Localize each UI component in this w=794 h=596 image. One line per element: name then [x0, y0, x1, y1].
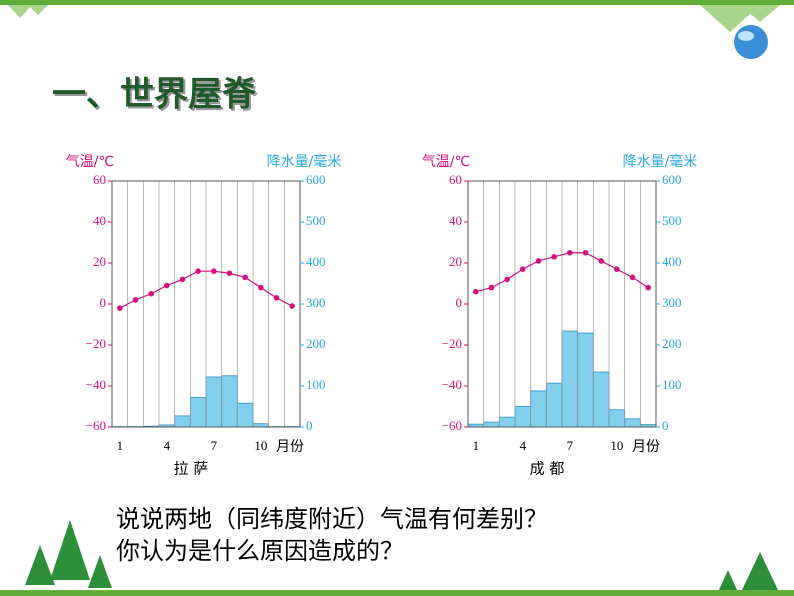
precip-bar: [608, 409, 626, 428]
temp-point: [473, 288, 479, 295]
top-decoration: [8, 5, 780, 32]
temp-point: [645, 284, 651, 291]
y2-tick-label: 400: [306, 254, 326, 269]
y-tick-label: 0: [456, 295, 463, 310]
x-tick-label: 1: [117, 438, 124, 453]
temp-point: [567, 249, 573, 256]
temp-point: [582, 249, 589, 256]
y-tick-label: 60: [449, 172, 462, 187]
y2-tick-label: 600: [662, 172, 682, 187]
x-tick-label: 10: [610, 438, 623, 453]
y-tick-label: −60: [442, 418, 462, 433]
temp-point: [117, 305, 123, 311]
y-tick-label: 60: [93, 172, 106, 187]
temp-point: [551, 254, 557, 260]
chart-caption: 拉 萨: [174, 460, 209, 478]
temp-point: [179, 276, 186, 283]
y-tick-label: −40: [442, 377, 462, 392]
y2-tick-label: 100: [306, 377, 326, 392]
x-tick-label: 4: [520, 438, 527, 453]
temp-point: [211, 268, 217, 275]
temp-line: [119, 270, 293, 309]
y-axis-title: 气温/℃: [66, 154, 114, 170]
temp-point: [629, 274, 636, 281]
top-bar: [0, 0, 794, 5]
y2-tick-label: 300: [662, 295, 682, 310]
temp-point: [148, 290, 154, 297]
globe-icon: [734, 25, 768, 59]
temp-point: [598, 258, 604, 264]
precip-bar: [561, 330, 579, 428]
y-tick-label: 40: [93, 213, 106, 228]
y-tick-label: −20: [86, 336, 106, 351]
chart-caption: 成 都: [530, 460, 565, 478]
precip-bar: [189, 397, 207, 428]
y2-tick-label: 300: [306, 295, 326, 310]
x-tick-label: 7: [211, 438, 218, 453]
precip-bar: [205, 376, 223, 428]
question-line: 说说两地（同纬度附近）气温有何差别？: [116, 505, 548, 533]
precip-bar: [236, 402, 254, 428]
y-tick-label: −60: [86, 418, 106, 433]
precip-bar: [592, 371, 610, 428]
precip-bar: [530, 390, 547, 428]
y2-tick-label: 600: [306, 172, 326, 187]
x-tick-label: 10: [254, 438, 267, 453]
temp-line: [475, 252, 649, 293]
temp-point: [504, 276, 510, 283]
x-tick-label: 7: [567, 438, 574, 453]
y-axis-title: 气温/℃: [422, 154, 470, 170]
y2-tick-label: 500: [306, 213, 326, 228]
precip-bar: [498, 416, 516, 428]
heading-shadow: 一、世界屋脊: [54, 77, 259, 117]
precip-bar: [545, 382, 563, 428]
y-tick-label: 0: [100, 295, 107, 310]
trees: [25, 520, 778, 592]
precip-bar: [174, 415, 191, 428]
y2-tick-label: 100: [662, 377, 682, 392]
precip-bar: [483, 421, 500, 428]
precip-bar: [514, 406, 532, 428]
temp-point: [226, 270, 233, 277]
x-tick-label: 4: [164, 438, 171, 453]
heading: 一、世界屋脊: [52, 75, 257, 115]
y2-tick-label: 200: [306, 336, 326, 351]
y2-axis-title: 降水量/毫米: [623, 153, 698, 170]
y-tick-label: 20: [93, 254, 106, 269]
y-tick-label: −40: [86, 377, 106, 392]
y-tick-label: 40: [449, 213, 462, 228]
temp-point: [289, 303, 295, 309]
precip-bar: [577, 332, 594, 428]
temp-point: [132, 297, 139, 303]
temp-point: [535, 258, 542, 264]
globe-highlight: [738, 31, 754, 41]
x-axis-label: 月份: [276, 439, 304, 455]
y2-axis-title: 降水量/毫米: [267, 153, 342, 170]
y2-tick-label: 200: [662, 336, 682, 351]
y2-tick-label: 0: [306, 418, 313, 433]
y2-tick-label: 400: [662, 254, 682, 269]
temp-point: [164, 282, 170, 289]
question-line: 你认为是什么原因造成的？: [116, 537, 404, 565]
temp-point: [488, 284, 495, 291]
y-tick-label: 20: [449, 254, 462, 269]
y-tick-label: −20: [442, 336, 462, 351]
precip-bar: [624, 418, 641, 428]
x-axis-label: 月份: [632, 439, 660, 455]
temp-point: [273, 295, 280, 301]
temp-point: [195, 268, 201, 275]
temp-point: [258, 284, 264, 291]
temp-point: [242, 274, 248, 281]
x-tick-label: 1: [473, 438, 480, 453]
temp-point: [614, 266, 620, 272]
y2-tick-label: 0: [662, 418, 669, 433]
temp-point: [520, 266, 526, 272]
bottom-bar: [0, 590, 794, 596]
precip-bar: [221, 375, 238, 428]
y2-tick-label: 500: [662, 213, 682, 228]
